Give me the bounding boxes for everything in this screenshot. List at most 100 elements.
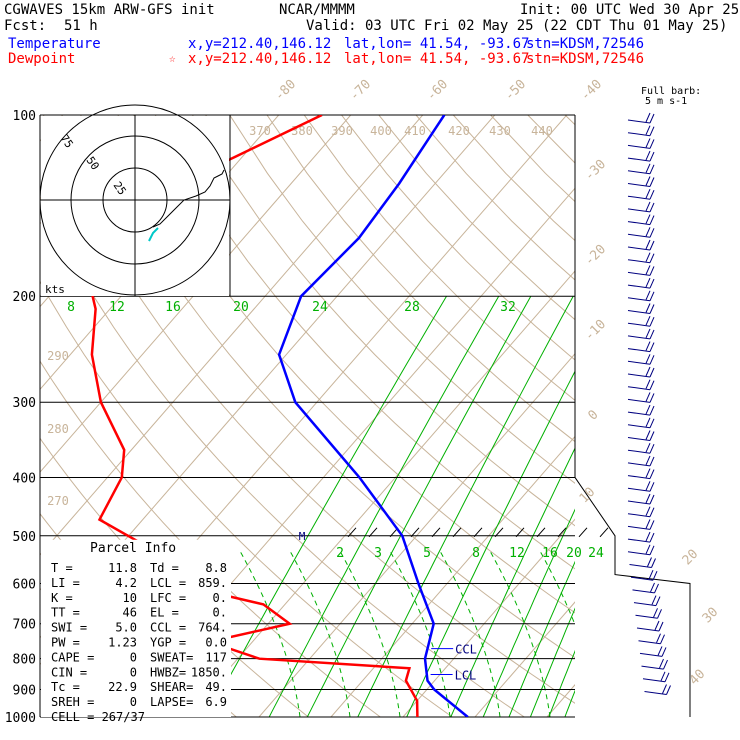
hodograph: 75 50 25 kts [39,104,231,296]
wind-barb-flag [645,519,651,529]
dewpoint-xy: x,y=212.40,146.12 [188,51,332,67]
parcel-stat-label: CCL = [150,621,186,635]
wind-barb [627,519,655,530]
wind-barb-shaft [630,576,654,581]
moist-adiabat-line [239,550,301,717]
wind-barb-flag [645,379,651,389]
wind-barb [641,658,668,670]
parcel-stat-value: 6.9 [205,695,227,709]
hodograph-units: kts [45,283,65,296]
mixing-ratio-label: 20 [233,300,249,315]
pressure-tick-label: 1000 [5,711,36,726]
pressure-tick-label: 100 [13,109,36,124]
moist-adiabat-line [539,550,575,627]
parcel-stat-value: 1850. [191,665,227,679]
wind-barb [627,112,655,124]
parcel-stat-label: LI = [51,576,80,590]
wind-barb-flag [649,329,655,340]
mixing-ratio-label: 3 [374,546,382,561]
wind-barb-flag [652,570,658,581]
hodograph-ring [70,135,200,265]
mixing-ratio-line [508,560,575,717]
wind-barb-shaft [627,551,651,556]
wind-barb [627,366,655,378]
wind-barb-flag [660,634,665,644]
wind-barb [627,125,655,137]
wind-barb-shaft [627,271,651,276]
wind-barb-flag [645,290,651,301]
wind-barb-flag [651,558,656,568]
wind-barb-flag [649,431,655,441]
parcel-stat-label: K = [51,591,73,605]
wind-barb-shaft [627,525,651,530]
wind-barb-shaft [627,144,651,149]
wind-barb-shaft [627,398,651,403]
wind-barb-flag [648,569,654,580]
mixing-ratio-label: 24 [588,546,604,561]
theta-label: 280 [47,422,69,436]
wind-barb-shaft [627,348,651,353]
isotherm-label: 10 [577,485,599,507]
wind-barb-shaft [627,195,651,200]
wind-barb-flag [645,544,651,555]
isotherm-label: 20 [680,547,702,569]
wind-barb-flag [645,150,651,161]
parcel-stat-label: T = [51,561,73,575]
wind-barb-flag [651,595,657,605]
wind-barb [627,290,655,302]
wind-barb-flag [660,671,666,682]
level-label-ccl: CCL [455,643,477,657]
wind-barb-flag [649,355,655,365]
wind-barb-flag [664,672,670,683]
mixing-ratio-label: 8 [67,300,75,315]
wind-barb-flag [649,228,655,238]
mixing-ratio-label: 32 [500,300,516,315]
wind-barb-flag [656,633,661,643]
isotherm-line [40,115,424,556]
wind-barb-shaft [627,462,651,467]
parcel-stat-value: 859. [198,576,227,590]
wind-barb-shaft [627,487,651,492]
wind-barb-flag [645,531,651,542]
moist-adiabat-line [389,550,451,717]
moist-adiabat-line [339,550,401,717]
wind-barb-flag [645,252,651,262]
level-label-lcl: LCL [455,669,477,683]
pressure-tick-label: 600 [13,577,36,592]
wind-barb [627,468,655,480]
wind-barb-shaft [633,602,657,607]
wind-barb-flag [649,342,655,352]
wind-barb [632,582,659,594]
temperature-station: stn=KDSM,72546 [526,36,645,52]
wind-barb-flag [658,621,664,632]
parcel-stat-value: 11.8 [108,561,137,575]
wind-barb-flag [649,520,655,530]
wind-barb-flag [645,163,651,174]
hodograph-ring [102,167,168,233]
theta-label: 380 [291,124,313,138]
wind-barb [638,633,665,645]
temperature-series [277,115,469,717]
mixing-ratio-label: 2 [336,546,344,561]
wind-barb [627,163,655,175]
wind-barb-flag [645,201,651,212]
parcel-stat-label: SREH = [51,695,94,709]
mixing-ratio-label: 12 [509,546,525,561]
mixing-ratio-label: 16 [542,546,558,561]
wind-barb-flag [649,469,655,479]
parcel-stat-value: 117 [205,650,227,664]
mixing-ratio-label: 5 [423,546,431,561]
mixing-ratio-label: 16 [165,300,181,315]
parcel-stat-label: LAPSE= [150,695,193,709]
wind-barb-shaft [638,640,661,645]
dry-adiabat [229,115,575,484]
parcel-stat-value: 49. [205,680,227,694]
wind-barb [633,595,661,607]
wind-barb-flag [645,277,651,288]
pressure-tick-label: 400 [13,471,36,486]
wind-barb-flag [645,417,651,428]
wind-barb-shaft [629,564,652,568]
moist-adiabat-line [590,551,650,717]
dry-adiabat [40,280,453,717]
